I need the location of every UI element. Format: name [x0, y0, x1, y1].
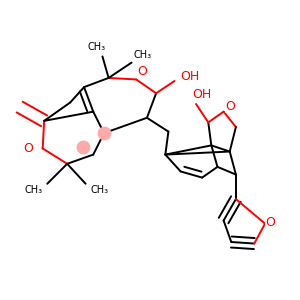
Text: CH₃: CH₃ — [87, 42, 105, 52]
Text: OH: OH — [193, 88, 212, 101]
Text: O: O — [137, 65, 147, 78]
Text: CH₃: CH₃ — [24, 185, 43, 195]
Text: O: O — [265, 216, 275, 229]
Text: CH₃: CH₃ — [133, 50, 152, 60]
Text: CH₃: CH₃ — [90, 185, 109, 195]
Text: O: O — [226, 100, 236, 112]
Text: O: O — [23, 142, 33, 155]
Text: OH: OH — [180, 70, 200, 83]
